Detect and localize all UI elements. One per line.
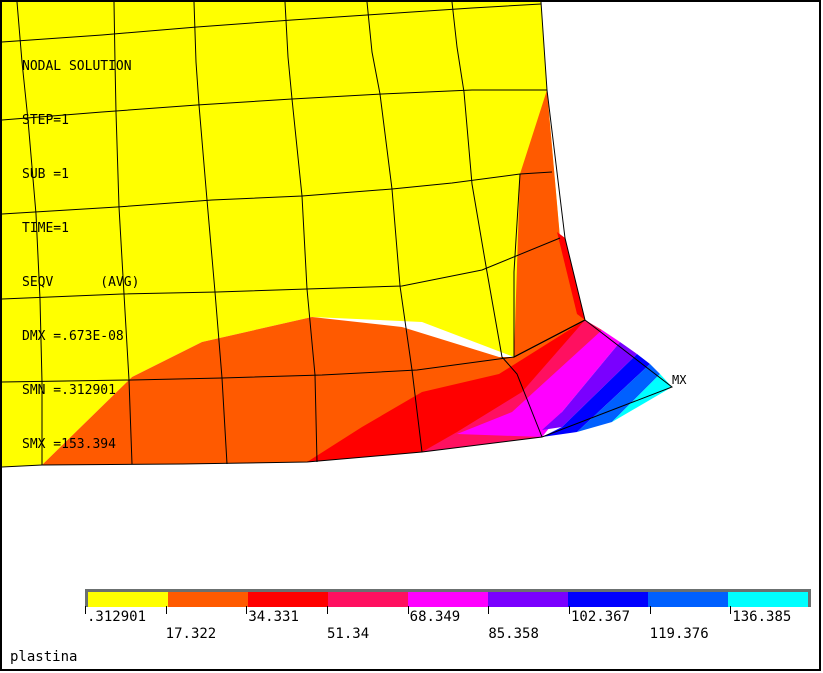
contour-band-lightblue bbox=[577, 364, 660, 432]
legend-tick bbox=[488, 606, 490, 614]
legend-color-8 bbox=[728, 592, 808, 607]
legend-color-6 bbox=[568, 592, 648, 607]
contour-legend-bar bbox=[85, 589, 811, 607]
contour-band-magenta bbox=[457, 330, 620, 437]
legend-tick bbox=[246, 606, 248, 614]
legend-tick bbox=[730, 606, 732, 614]
legend-tick bbox=[85, 606, 86, 614]
legend-color-3 bbox=[328, 592, 408, 607]
legend-tick bbox=[649, 606, 651, 614]
legend-color-2 bbox=[248, 592, 328, 607]
info-line: DMX =.673E-08 bbox=[22, 329, 124, 344]
contour-band-violet bbox=[542, 342, 637, 430]
contour-band-blue bbox=[542, 354, 650, 437]
info-line: SMX =153.394 bbox=[22, 437, 116, 452]
contour-band-pinkred bbox=[422, 320, 602, 452]
info-line: NODAL SOLUTION bbox=[22, 59, 132, 74]
legend-tick bbox=[407, 606, 409, 614]
info-line: SUB =1 bbox=[22, 167, 69, 182]
legend-color-0 bbox=[88, 592, 168, 607]
legend-color-4 bbox=[408, 592, 488, 607]
info-line: SEQV (AVG) bbox=[22, 275, 140, 290]
max-marker-label: MX bbox=[672, 373, 687, 387]
legend-value-top: 34.331 bbox=[248, 609, 299, 625]
legend-value-top: 68.349 bbox=[409, 609, 461, 625]
contour-band-red-edge bbox=[557, 232, 585, 320]
legend-value-bottom: 119.376 bbox=[649, 626, 709, 642]
legend-value-top: 102.367 bbox=[571, 609, 631, 625]
element-mesh bbox=[2, 2, 674, 468]
info-line: TIME=1 bbox=[22, 221, 69, 236]
contour-band-yellow bbox=[2, 2, 585, 467]
legend-value-bottom: 85.358 bbox=[488, 626, 539, 642]
legend-color-5 bbox=[488, 592, 568, 607]
legend-tick bbox=[569, 606, 570, 614]
legend-tick bbox=[327, 606, 328, 614]
legend-value-top: 136.385 bbox=[732, 609, 792, 625]
solution-info-text: NODAL SOLUTION STEP=1 SUB =1 TIME=1 SEQV… bbox=[22, 22, 139, 490]
info-line: SMN =.312901 bbox=[22, 383, 116, 398]
legend-value-bottom: 17.322 bbox=[165, 626, 217, 642]
legend-tick bbox=[165, 606, 167, 614]
legend-value-top: .312901 bbox=[87, 609, 147, 625]
legend-value-bottom: 51.34 bbox=[327, 626, 370, 642]
contour-band-orange bbox=[42, 90, 585, 465]
legend-color-1 bbox=[168, 592, 248, 607]
contour-band-cyan bbox=[612, 374, 672, 422]
model-title: plastina bbox=[10, 649, 78, 665]
legend-color-7 bbox=[648, 592, 728, 607]
info-line: STEP=1 bbox=[22, 113, 69, 128]
